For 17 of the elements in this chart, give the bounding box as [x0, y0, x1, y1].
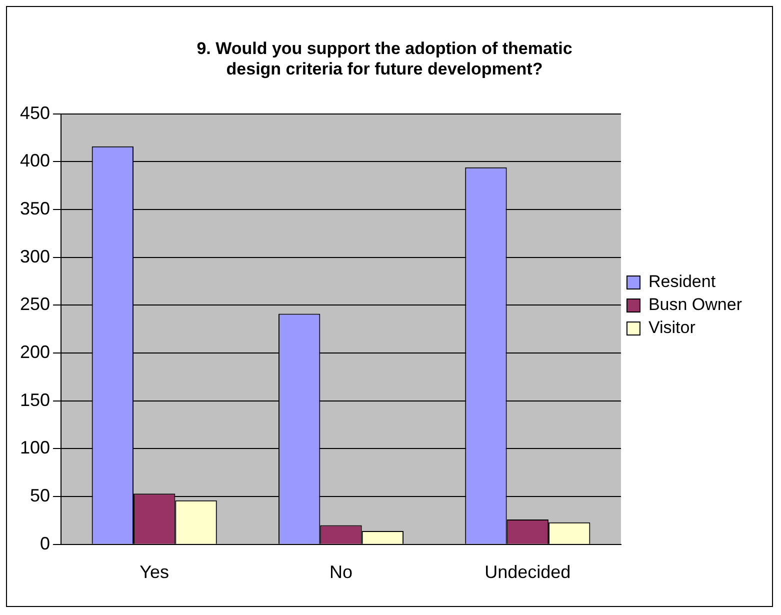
legend-label: Busn Owner [648, 295, 742, 314]
y-tick-label: 0 [40, 533, 50, 554]
y-tick-label: 50 [30, 486, 50, 506]
legend-label: Visitor [648, 318, 696, 338]
y-tick-label: 300 [20, 246, 50, 266]
y-tick-label: 200 [20, 342, 50, 362]
y-tick-label: 350 [20, 198, 50, 218]
y-tick-label: 100 [20, 438, 50, 458]
y-tick-label: 450 [20, 102, 50, 123]
y-tick-label: 150 [20, 390, 50, 410]
chart-title: 9. Would you support the adoption of thematic design criteria for future development? [196, 38, 572, 78]
y-tick-label: 250 [20, 294, 50, 314]
x-tick-label: Yes [140, 562, 170, 582]
x-tick-label: Undecided [484, 562, 571, 582]
legend-label: Resident [648, 272, 716, 292]
y-tick-label: 400 [20, 150, 50, 171]
x-tick-label: No [329, 562, 353, 582]
